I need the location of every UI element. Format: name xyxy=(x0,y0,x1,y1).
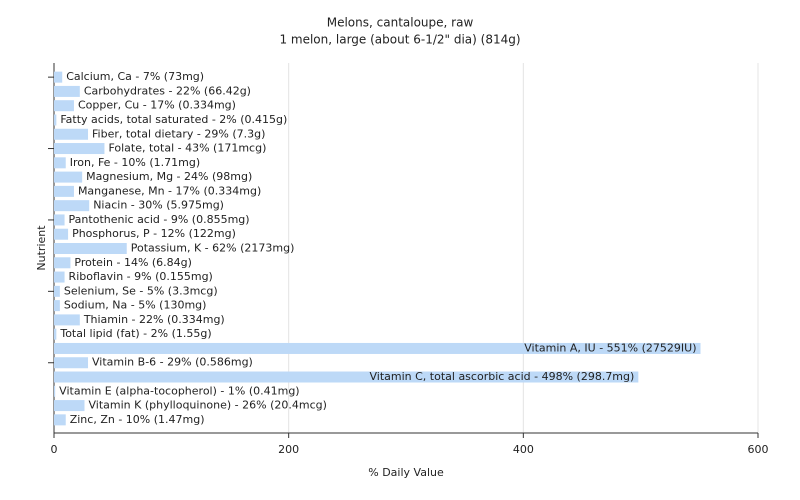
value-label: Vitamin E (alpha-tocopherol) - 1% (0.41m… xyxy=(59,384,299,397)
value-label: Sodium, Na - 5% (130mg) xyxy=(64,299,207,312)
value-label: Magnesium, Mg - 24% (98mg) xyxy=(86,170,252,183)
value-label: Niacin - 30% (5.975mg) xyxy=(93,199,224,212)
value-label: Fiber, total dietary - 29% (7.3g) xyxy=(92,127,265,140)
bar xyxy=(54,228,69,240)
bar xyxy=(54,71,63,83)
bar xyxy=(54,114,57,126)
value-label: Potassium, K - 62% (2173mg) xyxy=(131,242,295,255)
x-tick-label: 600 xyxy=(748,443,769,456)
value-label: Iron, Fe - 10% (1.71mg) xyxy=(70,156,200,169)
value-label: Carbohydrates - 22% (66.42g) xyxy=(84,84,251,97)
value-label: Folate, total - 43% (171mcg) xyxy=(108,142,266,155)
value-label: Phosphorus, P - 12% (122mg) xyxy=(72,227,236,240)
bar xyxy=(54,371,639,383)
bar xyxy=(54,328,57,340)
value-label: Calcium, Ca - 7% (73mg) xyxy=(66,70,204,83)
bar xyxy=(54,400,85,412)
bar xyxy=(54,85,80,97)
value-label: Vitamin C, total ascorbic acid - 498% (2… xyxy=(369,370,634,383)
x-tick-label: 400 xyxy=(513,443,534,456)
x-tick-label: 0 xyxy=(51,443,58,456)
bar xyxy=(54,185,74,197)
y-axis-label: Nutrient xyxy=(35,225,48,271)
bar xyxy=(54,214,65,226)
bar xyxy=(54,342,701,354)
value-label: Manganese, Mn - 17% (0.334mg) xyxy=(78,184,261,197)
x-axis-label: % Daily Value xyxy=(368,466,444,479)
bar xyxy=(54,314,80,326)
bar xyxy=(54,243,127,254)
value-label: Pantothenic acid - 9% (0.855mg) xyxy=(69,213,250,226)
chart-subtitle: 1 melon, large (about 6-1/2" dia) (814g) xyxy=(279,33,520,47)
bar xyxy=(54,157,66,169)
x-tick-label: 200 xyxy=(278,443,299,456)
value-label: Zinc, Zn - 10% (1.47mg) xyxy=(70,413,205,426)
bar xyxy=(54,100,74,112)
value-label: Vitamin K (phylloquinone) - 26% (20.4mcg… xyxy=(89,399,327,412)
value-label: Vitamin A, IU - 551% (27529IU) xyxy=(524,341,696,354)
value-label: Riboflavin - 9% (0.155mg) xyxy=(69,270,213,283)
value-label: Copper, Cu - 17% (0.334mg) xyxy=(78,99,236,112)
bar xyxy=(54,257,71,269)
chart-title: Melons, cantaloupe, raw xyxy=(327,16,474,30)
plot-area xyxy=(54,63,758,433)
bar xyxy=(54,200,90,212)
value-label: Vitamin B-6 - 29% (0.586mg) xyxy=(92,356,253,369)
value-label: Thiamin - 22% (0.334mg) xyxy=(83,313,225,326)
bar xyxy=(54,271,65,283)
value-label: Selenium, Se - 5% (3.3mcg) xyxy=(64,284,218,297)
bar xyxy=(54,414,66,426)
bar xyxy=(54,171,83,183)
bar xyxy=(54,143,105,155)
value-label: Total lipid (fat) - 2% (1.55g) xyxy=(59,327,211,340)
bar xyxy=(54,285,60,297)
value-label: Fatty acids, total saturated - 2% (0.415… xyxy=(60,113,287,126)
value-label: Protein - 14% (6.84g) xyxy=(74,256,192,269)
bar xyxy=(54,300,60,312)
bar xyxy=(54,357,89,369)
bar xyxy=(54,385,56,397)
bar xyxy=(54,128,89,140)
